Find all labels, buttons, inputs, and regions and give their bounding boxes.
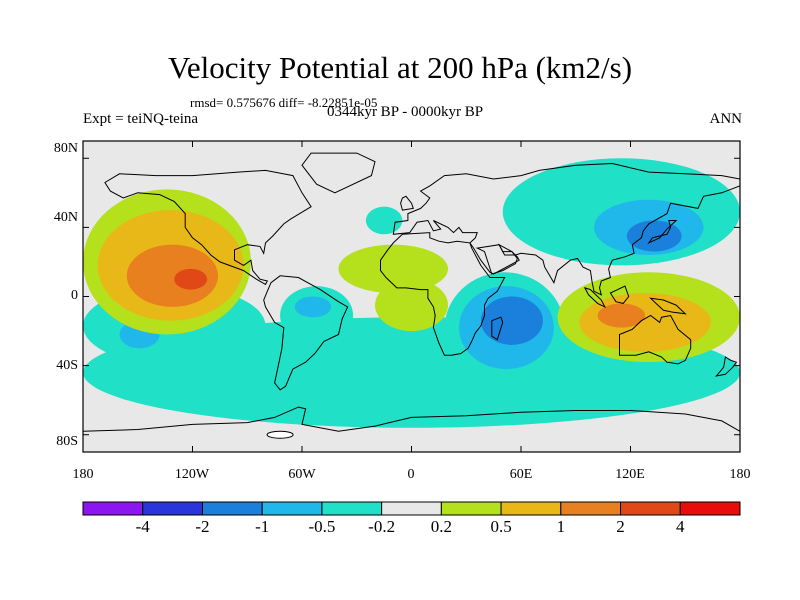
coast-south-america — [263, 275, 349, 391]
experiment-label: Expt = teiNQ-teina — [83, 111, 199, 127]
colorbar-swatch — [500, 501, 562, 516]
colorbar-level-label: -1 — [255, 517, 270, 536]
coast-australia — [619, 314, 692, 365]
contour-band-africa-west-positive — [375, 279, 448, 332]
colorbar-level-label: -4 — [135, 517, 150, 536]
colorbar-swatch — [82, 501, 144, 516]
colorbar-swatch — [321, 501, 383, 516]
colorbar-level-label: -0.2 — [368, 517, 396, 536]
y-tick-label: 80N — [53, 141, 78, 156]
colorbar-swatch — [620, 501, 681, 516]
x-tick-label: 180 — [72, 467, 94, 482]
colorbar-swatch — [381, 501, 442, 516]
colorbar-level-label: -2 — [195, 517, 210, 536]
season-label: ANN — [709, 111, 743, 127]
colorbar-swatch — [201, 501, 263, 516]
coastlines — [83, 152, 740, 452]
contour-band-pacific-band-2 — [126, 244, 219, 307]
contour-band-samerica-min — [294, 296, 332, 318]
contour-field — [83, 141, 740, 452]
coast-north-america — [104, 169, 312, 286]
coast-eurasia — [392, 162, 740, 296]
colorbar-swatch — [440, 501, 502, 516]
colorbar-level-label: 2 — [616, 517, 625, 536]
ice-shelf-patch — [266, 430, 294, 439]
colorbar-level-label: -0.5 — [308, 517, 336, 536]
colorbar — [82, 501, 741, 516]
coast-japan — [647, 220, 678, 245]
axis-ticks — [82, 141, 741, 452]
colorbar-swatch — [261, 501, 323, 516]
y-tick-label: 0 — [71, 288, 78, 303]
contour-band-indian-min — [480, 296, 543, 345]
coast-arabia — [475, 244, 518, 275]
x-tick-label: 180 — [729, 467, 751, 482]
y-tick-label: 40N — [53, 210, 78, 225]
contour-band-maritime-2 — [597, 303, 646, 328]
coast-greenland — [301, 152, 376, 194]
x-tick-label: 60E — [509, 467, 533, 482]
contour-band-natl-min — [365, 206, 403, 235]
y-tick-label: 40S — [56, 358, 78, 373]
x-tick-label: 120W — [174, 467, 210, 482]
coast-britain — [400, 195, 414, 211]
stats-label: rmsd= 0.575676 diff= -8.22851e-05 — [190, 95, 378, 110]
colorbar-level-label: 0.5 — [490, 517, 512, 536]
contour-band-pacific-band-4 — [174, 268, 208, 290]
coast-madagascar — [491, 316, 504, 341]
coast-sumatra — [583, 287, 607, 309]
x-tick-label: 0 — [407, 467, 415, 482]
coast-africa — [380, 232, 506, 356]
colorbar-swatch — [560, 501, 622, 516]
contour-band-eastasia-min — [626, 220, 682, 252]
period-label: 0344kyr BP - 0000kyr BP — [326, 104, 484, 120]
colorbar-swatch — [679, 501, 741, 516]
y-tick-label: 80S — [56, 434, 78, 449]
coast-new-guinea — [649, 297, 687, 315]
colorbar-level-label: 1 — [556, 517, 566, 536]
colorbar-level-label: 0.2 — [430, 517, 452, 536]
x-tick-label: 60W — [288, 467, 316, 482]
colorbar-level-label: 4 — [676, 517, 685, 536]
colorbar-swatch — [142, 501, 203, 516]
coast-borneo — [609, 285, 630, 304]
coast-new-zealand — [715, 356, 738, 377]
x-tick-label: 120E — [615, 467, 645, 482]
chart-title: Velocity Potential at 200 hPa (km2/s) — [167, 50, 633, 85]
coast-antarctica — [83, 406, 740, 452]
